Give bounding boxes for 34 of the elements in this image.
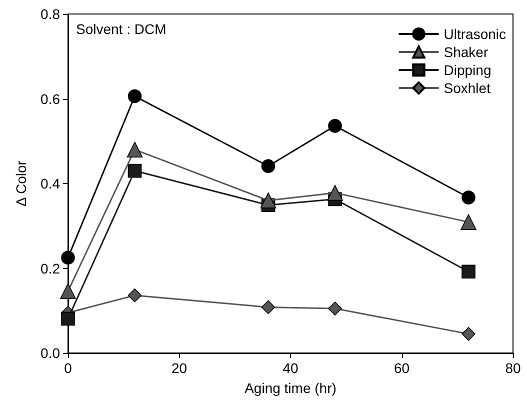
point xyxy=(128,288,142,302)
legend-label: Dipping xyxy=(444,62,492,78)
legend-label: Ultrasonic xyxy=(444,26,506,42)
y-tick-label: 0.2 xyxy=(40,260,60,276)
x-tick-label: 60 xyxy=(394,360,410,376)
legend-label: Shaker xyxy=(444,44,488,60)
point xyxy=(462,190,476,204)
point xyxy=(327,184,343,201)
point xyxy=(462,327,476,341)
point xyxy=(128,89,142,104)
legend-label: Soxhlet xyxy=(444,80,491,96)
point xyxy=(462,264,476,279)
point xyxy=(261,300,276,314)
point xyxy=(128,164,142,178)
y-tick-label: 0.6 xyxy=(40,90,60,107)
point xyxy=(460,214,476,230)
point xyxy=(260,192,276,208)
point xyxy=(126,142,143,158)
x-tick-label: 0 xyxy=(64,360,72,376)
y-axis-title: Δ Color xyxy=(13,160,29,206)
y-tick-label: 0.4 xyxy=(40,176,60,192)
annotation: Solvent : DCM xyxy=(76,21,166,37)
x-tick-label: 20 xyxy=(171,360,188,376)
point xyxy=(61,250,75,265)
x-tick-label: 40 xyxy=(282,360,298,376)
x-tick-label: 80 xyxy=(505,360,521,376)
point xyxy=(328,118,342,133)
point xyxy=(328,302,342,316)
y-tick-label: 0.0 xyxy=(40,345,60,361)
point xyxy=(60,283,76,300)
point xyxy=(261,159,276,174)
point xyxy=(61,312,75,326)
y-tick-label: 0.8 xyxy=(40,6,60,22)
x-axis-title: Aging time (hr) xyxy=(244,380,336,396)
